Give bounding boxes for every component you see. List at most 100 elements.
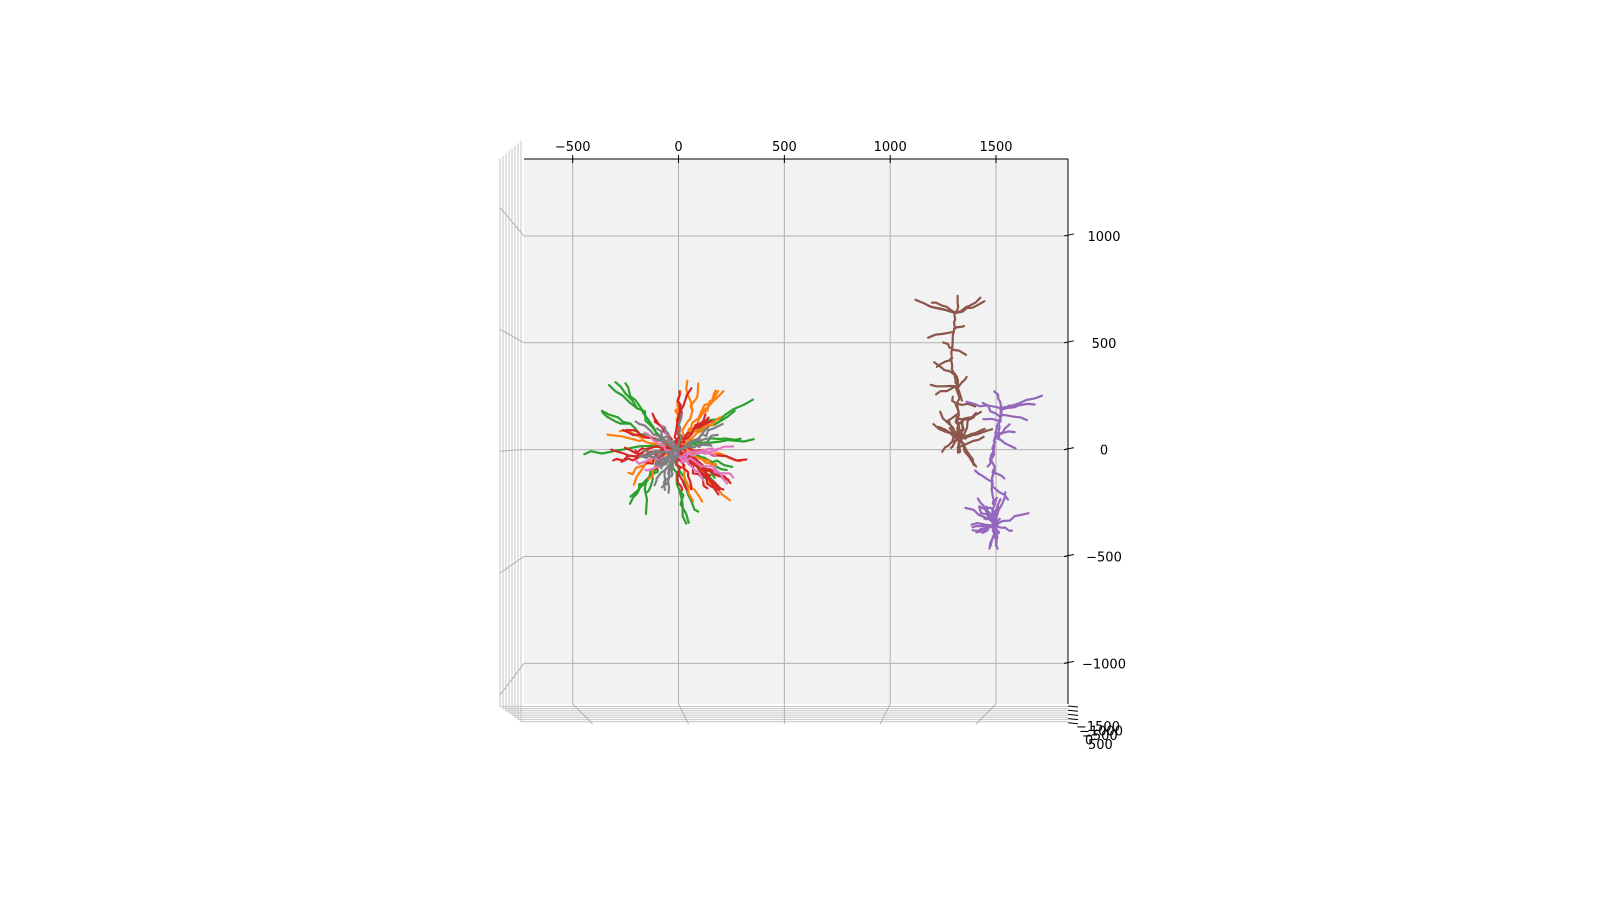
- y-tick-mark: [1063, 340, 1075, 344]
- dendrite-sub-branch: [607, 384, 639, 410]
- dendrite-sub-branch: [712, 465, 729, 485]
- pane-layer-edge: [505, 153, 1068, 712]
- dendrite-basal: [939, 410, 962, 441]
- dendrite-sub-branch: [702, 416, 722, 432]
- dendrite-branch: [934, 384, 959, 396]
- pane-layer-edge: [511, 148, 1068, 716]
- dendrite-apical: [993, 390, 1004, 411]
- depth-line-x: [879, 703, 891, 725]
- dendrite-branch: [675, 444, 748, 462]
- dendrite-branch: [985, 505, 995, 513]
- dendrite-basal: [958, 411, 978, 441]
- dendrite-sub-branch: [654, 438, 668, 445]
- depth-line-y: [499, 449, 525, 452]
- y-tick-mark: [1063, 233, 1075, 237]
- dendrite-branch: [677, 447, 719, 459]
- dendrite-sub-branch: [610, 448, 637, 458]
- pane-layer-edge: [499, 158, 1068, 707]
- dendrite-sub-branch: [654, 456, 666, 466]
- x-ticks: −500 0 500 1000 1500: [555, 140, 1013, 163]
- z-tick-mark: [1067, 713, 1079, 716]
- dendrite-basal: [988, 523, 998, 550]
- dendrite-sub-branch: [659, 456, 670, 468]
- y-tick-mark: [1063, 660, 1075, 664]
- dendrite-branch: [982, 417, 1001, 422]
- grid-lines: [524, 159, 1068, 704]
- dendrite-sub-branch: [662, 468, 667, 491]
- dendrite-branch: [990, 468, 995, 486]
- pane-layer-edge: [520, 140, 1068, 723]
- dendrite-branch: [951, 348, 968, 356]
- dendrite-sub-branch: [600, 409, 632, 425]
- x-tick-label: −500: [555, 140, 591, 155]
- dendrite-basal: [932, 423, 962, 441]
- dendrite-branch: [655, 427, 680, 451]
- dendrite-basal: [994, 512, 1030, 526]
- dendrite-sub-branch: [704, 467, 730, 481]
- y-tick-mark: [1063, 447, 1075, 451]
- y-tick-label: −1000: [1082, 657, 1126, 672]
- dendrite-sub-branch: [699, 457, 718, 466]
- neuron-traces: [583, 294, 1044, 550]
- x-tick-label: 0: [674, 140, 682, 155]
- dendrite-sub-branch: [666, 470, 671, 494]
- dendrite-sub-branch: [632, 462, 647, 486]
- dendrite-sub-branch: [697, 442, 713, 447]
- dendrite-branch: [677, 422, 724, 451]
- dendrite-basal: [976, 497, 998, 526]
- y-tick-mark: [1063, 554, 1075, 558]
- dendrite-branch: [673, 390, 682, 448]
- dendrite-sub-branch: [651, 412, 664, 429]
- depth-line-y: [499, 556, 525, 574]
- z-tick-label: 500: [1088, 738, 1113, 753]
- y-tick-label: 500: [1092, 337, 1117, 352]
- dendrite-sub-branch: [677, 470, 688, 491]
- axis-lines: [524, 158, 1069, 704]
- pane-layer-edge: [508, 151, 1068, 714]
- dendrite-sub-branch: [700, 473, 720, 496]
- y-ticks: −1000 −500 0 500 1000: [1063, 230, 1126, 672]
- x-tick-label: 1500: [979, 140, 1012, 155]
- pane-layer-edge: [502, 156, 1068, 710]
- dendrite-sub-branch: [638, 453, 656, 459]
- dendrite-basal: [975, 523, 998, 534]
- dendrite-branch: [951, 395, 960, 412]
- dendrite-branch: [676, 412, 684, 451]
- dendrite-branch: [953, 324, 966, 330]
- dendrite-sub-branch: [634, 447, 651, 460]
- depth-lines: [499, 207, 997, 725]
- x-tick-label: 500: [772, 140, 797, 155]
- back-pane-layers: [499, 140, 1068, 723]
- dendrite-basal: [949, 437, 962, 449]
- dendrite-apical: [954, 294, 960, 314]
- dendrite-branch: [953, 374, 958, 385]
- dendrite-sub-branch: [685, 379, 694, 412]
- dendrite-apical: [954, 300, 986, 314]
- dendrite-branch: [946, 411, 960, 422]
- y-tick-label: 1000: [1087, 230, 1120, 245]
- dendrite-branch: [986, 448, 995, 468]
- dendrite-branch: [957, 402, 977, 408]
- dendrite-branch: [942, 341, 954, 349]
- dendrite-basal: [958, 422, 964, 441]
- depth-line-y: [499, 207, 525, 237]
- dendrite-branch: [991, 496, 999, 505]
- dendrite-branch: [677, 455, 735, 479]
- z-tick-mark: [1067, 709, 1079, 712]
- dendrite-sub-branch: [643, 481, 649, 516]
- dendrite-branch: [994, 430, 1016, 435]
- z-tick-label: 0: [1085, 734, 1093, 749]
- z-tick-mark: [1067, 705, 1079, 708]
- dendrite-branch: [999, 413, 1029, 422]
- z-tick-mark: [1067, 718, 1079, 721]
- dendrite-basal: [958, 437, 975, 466]
- depth-line-x: [975, 703, 997, 725]
- dendrite-sub-branch: [684, 480, 704, 503]
- dendrite-basal: [994, 523, 1014, 532]
- pane-layer-edge: [517, 143, 1068, 721]
- dendrite-branch: [677, 445, 735, 459]
- dendrite-branch: [929, 383, 959, 388]
- depth-line-y: [499, 328, 525, 344]
